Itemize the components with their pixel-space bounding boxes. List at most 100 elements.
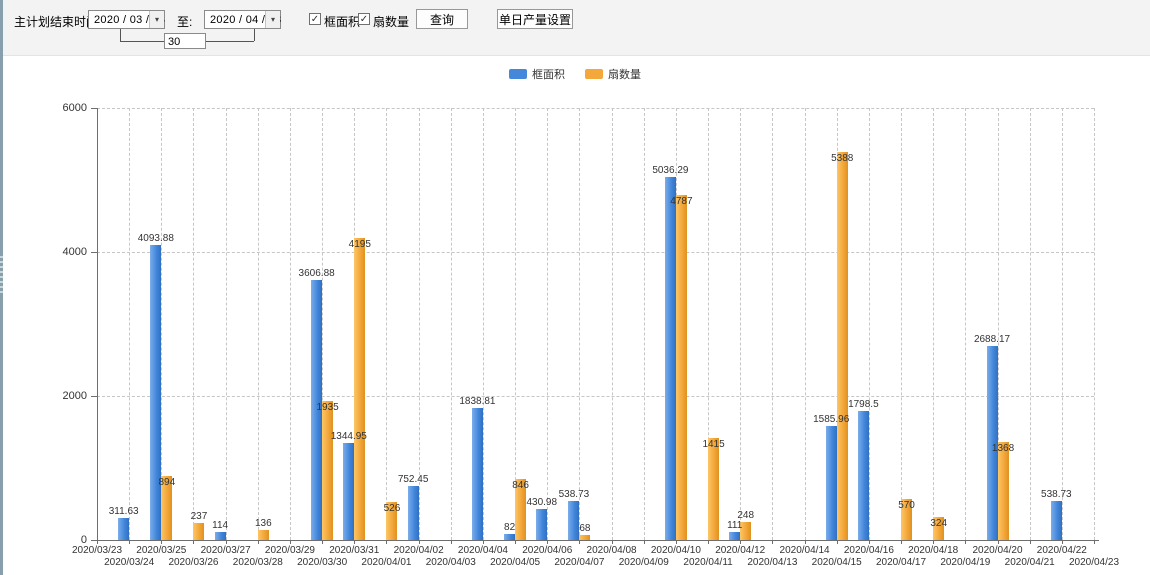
x-axis-tick xyxy=(193,540,195,544)
legend-item-shanshuliang[interactable]: 扇数量 xyxy=(585,66,641,82)
grid-line-v xyxy=(868,108,870,540)
grid-line-v xyxy=(965,108,967,540)
query-button[interactable]: 查询 xyxy=(416,9,468,29)
x-axis-label: 2020/03/28 xyxy=(232,557,283,568)
date-span-connector-left xyxy=(120,29,121,41)
x-axis-label: 2020/04/08 xyxy=(586,545,637,556)
x-axis-tick xyxy=(675,540,677,544)
x-axis-label: 2020/04/13 xyxy=(747,557,798,568)
bar-value-label: 111 xyxy=(727,520,743,531)
grid-line-v xyxy=(482,108,484,540)
bar-kuangmianji xyxy=(664,177,676,540)
bar-kuangmianji xyxy=(150,245,162,540)
x-axis-tick xyxy=(933,540,935,544)
x-axis-tick xyxy=(836,540,838,544)
x-axis-tick xyxy=(965,540,967,544)
bar-value-label: 846 xyxy=(512,480,529,492)
bar-shanshuliang xyxy=(322,400,334,540)
x-axis-label: 2020/04/02 xyxy=(393,545,444,556)
bar-value-label: 752.45 xyxy=(397,473,429,485)
left-splitter[interactable] xyxy=(0,0,3,575)
y-axis-tick xyxy=(91,540,97,541)
x-axis-label: 2020/04/14 xyxy=(779,545,830,556)
y-axis-tick xyxy=(91,252,97,253)
x-axis-tick xyxy=(289,540,291,544)
x-axis-tick xyxy=(611,540,613,544)
bar-value-label: 1585.96 xyxy=(813,413,850,425)
grid-line-v xyxy=(1029,108,1031,540)
x-axis-tick xyxy=(868,540,870,544)
grid-line-v xyxy=(708,108,710,540)
grid-line-v xyxy=(386,108,388,540)
x-axis-tick xyxy=(1094,540,1095,544)
x-axis-label: 2020/03/24 xyxy=(104,557,155,568)
bar-kuangmianji xyxy=(857,410,869,540)
toolbar: 主计划结束时间: 2020 / 03 / 24 ▾ 至: 2020 / 04 /… xyxy=(3,0,1150,56)
bar-value-label: 248 xyxy=(737,510,755,522)
bar-shanshuliang xyxy=(579,535,591,540)
grid-line-v xyxy=(129,108,131,540)
x-axis-label: 2020/04/04 xyxy=(457,545,508,556)
daily-output-settings-button[interactable]: 单日产量设置 xyxy=(497,9,573,29)
bar-kuangmianji xyxy=(536,508,548,540)
grid-line-v xyxy=(611,108,613,540)
bar-value-label: 4195 xyxy=(348,238,371,250)
grid-line-v xyxy=(289,108,291,540)
x-axis-label: 2020/04/05 xyxy=(490,557,541,568)
x-axis-label: 2020/03/29 xyxy=(264,545,315,556)
x-axis-tick xyxy=(740,540,742,544)
bar-value-label: 5388 xyxy=(831,153,854,165)
grid-line-v xyxy=(740,108,742,540)
x-axis-label: 2020/03/30 xyxy=(297,557,348,568)
x-axis-label: 2020/04/22 xyxy=(1036,545,1087,556)
bar-value-label: 1838.81 xyxy=(459,395,496,407)
bar-kuangmianji xyxy=(311,280,323,540)
x-axis-label: 2020/04/09 xyxy=(618,557,669,568)
x-axis-tick xyxy=(708,540,710,544)
grid-line-v xyxy=(1094,108,1095,540)
grid-line-v xyxy=(193,108,195,540)
bar-value-label: 114 xyxy=(212,519,229,531)
bar-shanshuliang xyxy=(515,479,527,540)
bar-shanshuliang xyxy=(193,522,205,540)
area-checkbox[interactable]: ✓ xyxy=(309,13,321,25)
x-axis-label: 2020/03/26 xyxy=(168,557,219,568)
fan-checkbox[interactable]: ✓ xyxy=(358,13,370,25)
bar-value-label: 311.63 xyxy=(108,505,139,517)
date-from-picker[interactable]: 2020 / 03 / 24 ▾ xyxy=(88,10,165,29)
bar-value-label: 1415 xyxy=(702,439,725,451)
grid-line-v xyxy=(225,108,227,540)
x-axis-tick xyxy=(354,540,356,544)
bar-kuangmianji xyxy=(729,532,741,540)
x-axis-tick xyxy=(547,540,549,544)
y-axis-tick xyxy=(91,108,97,109)
grid-line-v xyxy=(933,108,935,540)
x-axis-tick xyxy=(257,540,259,544)
x-axis-tick xyxy=(579,540,581,544)
y-axis-label: 4000 xyxy=(62,246,87,258)
splitter-grip-icon[interactable] xyxy=(0,256,3,294)
date-to-picker[interactable]: 2020 / 04 / 23 ▾ xyxy=(204,10,281,29)
bar-shanshuliang xyxy=(354,237,366,540)
date-span-connector-right xyxy=(254,29,255,41)
legend-label: 框面积 xyxy=(532,69,565,81)
bar-value-label: 2688.17 xyxy=(973,334,1011,346)
x-axis-tick xyxy=(1029,540,1031,544)
span-days-input[interactable]: 30 xyxy=(164,33,206,49)
grid-line-v xyxy=(418,108,420,540)
bar-kuangmianji xyxy=(407,485,419,540)
x-axis-tick xyxy=(482,540,484,544)
chevron-down-icon[interactable]: ▾ xyxy=(149,11,164,28)
to-label: 至: xyxy=(177,15,193,29)
grid-line-v xyxy=(643,108,645,540)
x-axis-tick xyxy=(804,540,806,544)
x-axis-tick xyxy=(772,540,774,544)
legend-item-kuangmianji[interactable]: 框面积 xyxy=(509,66,565,82)
bar-value-label: 237 xyxy=(190,510,208,522)
chevron-down-icon[interactable]: ▾ xyxy=(265,11,280,28)
grid-line-v xyxy=(161,108,163,540)
x-axis-label: 2020/04/16 xyxy=(843,545,894,556)
bar-value-label: 570 xyxy=(898,499,915,511)
bar-value-label: 538.73 xyxy=(1041,489,1072,501)
x-axis-tick xyxy=(161,540,163,544)
